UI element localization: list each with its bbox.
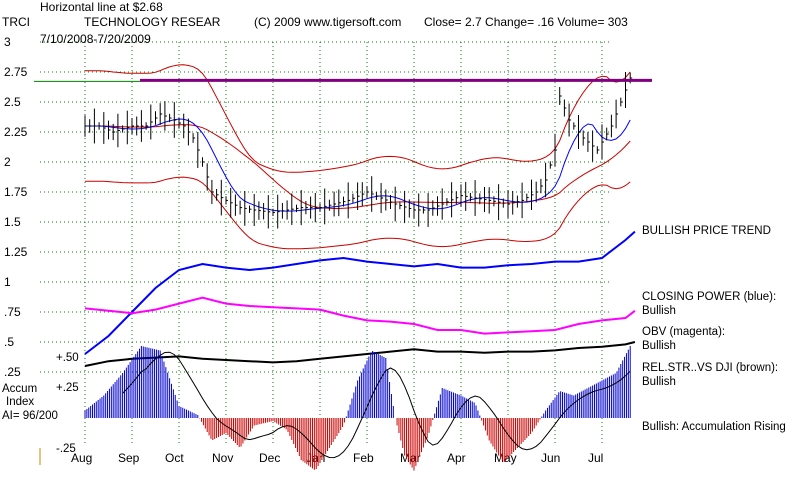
annotation-text: Horizontal line at $2.68 [40,0,163,14]
accum-label-1: Accum [2,383,37,395]
y-tick-label: 2.75 [4,65,28,79]
y-tick-label: 3 [4,35,11,49]
ticker-label: TRCI [2,15,30,29]
x-tick-label: May [494,451,517,465]
obv-line [84,296,636,335]
copyright-text: (C) 2009 www.tigersoft.com [254,15,401,29]
x-tick-label: Dec [259,451,280,465]
accum-tick-top: +.50 [56,352,79,364]
x-tick-label: Jun [541,451,560,465]
y-tick-label: .75 [4,305,21,319]
right-panel-value-3: Bullish [642,376,676,388]
accum-moving-average [122,351,631,459]
x-tick-label: Oct [165,451,184,465]
x-tick-label: Feb [353,451,374,465]
y-tick-label: .5 [4,335,14,349]
y-tick-label: .25 [4,365,21,379]
right-panel-value-1: Bullish [642,305,676,317]
right-panel-label-1: CLOSING POWER (blue): [642,291,776,303]
relative-strength-line [84,341,636,367]
y-tick-label: 2.25 [4,125,28,139]
lower-band [85,176,631,250]
closing-power-line [84,230,636,355]
y-tick-label: 1 [4,275,11,289]
x-tick-label: Jul [588,451,603,465]
right-panel-label-2: OBV (magenta): [642,326,725,338]
accum-tick-bottom: -.25 [56,443,76,455]
company-name: TECHNOLOGY RESEAR [84,15,221,29]
accum-label-2: Index [6,396,34,408]
x-tick-label: Apr [447,451,466,465]
x-tick-label: Sep [118,451,140,465]
date-range: 7/10/2008-7/20/2009 [40,32,151,46]
right-panel-value-2: Bullish [642,340,676,352]
upper-band [85,64,631,173]
quote-text: Close= 2.7 Change= .16 Volume= 303 [424,15,628,29]
accum-ai-text: AI= 96/200 [2,410,58,422]
y-tick-label: 2 [4,155,11,169]
y-tick-label: 2.5 [4,95,21,109]
x-tick-label: Nov [212,451,233,465]
y-tick-label: 1.75 [4,185,28,199]
right-panel-label-0: BULLISH PRICE TREND [642,225,771,237]
y-tick-label: 1.25 [4,245,28,259]
y-tick-label: 1.5 [4,215,21,229]
x-tick-label: Aug [71,451,92,465]
accum-tick-mid: +.25 [56,382,79,394]
right-panel-label-3: REL.STR..VS DJI (brown): [642,362,778,374]
right-panel-label-4: Bullish: Accumulation Rising [642,421,786,433]
